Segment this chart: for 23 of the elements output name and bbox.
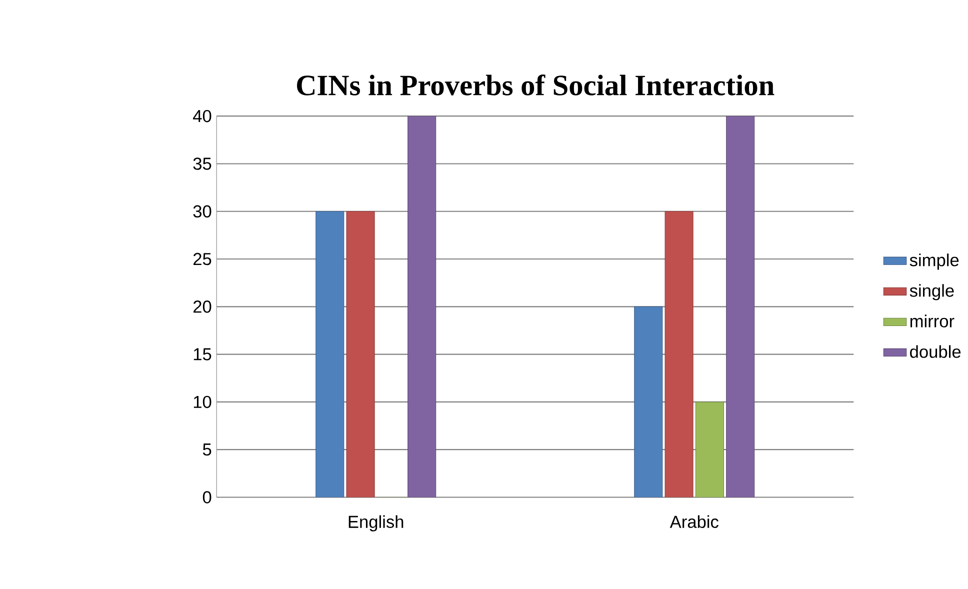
bar	[664, 211, 694, 498]
y-tick-label: 30	[193, 205, 212, 218]
legend-label: simple	[910, 254, 959, 270]
x-tick-label: English	[348, 515, 404, 532]
bar	[316, 211, 344, 498]
bar	[408, 116, 436, 498]
y-tick-label: 35	[193, 158, 212, 170]
y-tick-label: 10	[194, 396, 212, 408]
legend-label: double	[910, 345, 961, 358]
bar	[726, 116, 755, 498]
y-tick-label: 0	[202, 491, 212, 504]
bar	[634, 306, 663, 498]
chart-title: CINs in Proverbs of Social Interaction	[296, 74, 774, 96]
y-tick-label: 25	[193, 253, 212, 266]
bar	[695, 402, 724, 498]
y-tick-label: 20	[193, 300, 212, 313]
legend-label: single	[910, 284, 954, 300]
x-tick-label: Arabic	[670, 515, 718, 528]
bar	[346, 211, 375, 498]
y-tick-label: 40	[193, 110, 212, 122]
legend-label: mirror	[910, 314, 954, 328]
y-tick-label: 15	[194, 348, 212, 360]
y-tick-label: 5	[202, 444, 212, 456]
